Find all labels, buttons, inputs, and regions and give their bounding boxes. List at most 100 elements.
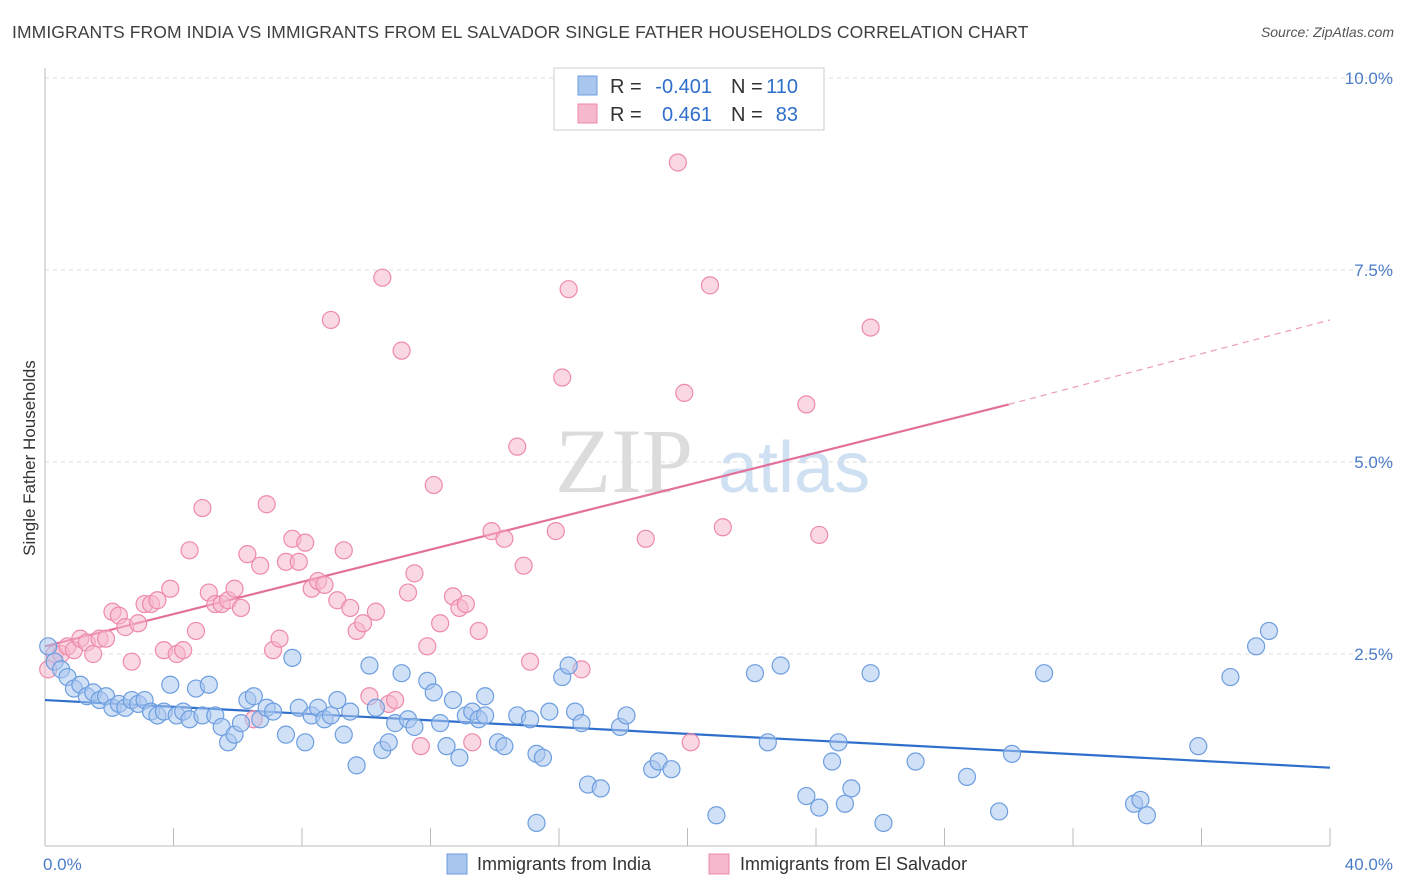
india-point-37: [283, 648, 302, 667]
india-point-67: [495, 737, 514, 756]
legend-r-label-salvador: R =: [610, 104, 642, 126]
y-axis-label: Single Father Households: [20, 360, 39, 556]
bottom-legend-swatch-india: [446, 853, 468, 875]
salvador-point-44: [321, 310, 341, 330]
salvador-point-13: [122, 652, 141, 671]
trend-line-salvador-extension: [1008, 319, 1331, 405]
india-point-0: [39, 637, 58, 656]
bottom-legend-swatch-salvador: [708, 853, 730, 875]
india-point-19: [161, 675, 180, 694]
india-point-43: [321, 706, 341, 725]
legend-r-value-india: -0.401: [655, 76, 712, 98]
salvador-point-64: [456, 594, 475, 614]
salvador-point-17: [148, 591, 167, 610]
salvador-point-34: [257, 495, 276, 514]
india-point-57: [424, 683, 443, 702]
grid-lines: [45, 77, 1395, 655]
salvador-point-33: [251, 556, 270, 575]
india-point-30: [231, 714, 251, 733]
salvador-point-21: [174, 641, 193, 660]
y-tick-label-3: 10.0%: [1345, 69, 1393, 88]
salvador-point-52: [373, 268, 392, 287]
bottom-legend-label-salvador: Immigrants from El Salvador: [740, 854, 967, 874]
salvador-point-39: [289, 552, 308, 571]
india-point-58: [431, 714, 450, 733]
salvador-point-56: [398, 583, 418, 602]
india-point-83: [662, 760, 681, 779]
india-point-94: [861, 664, 880, 683]
salvador-point-69: [508, 437, 527, 456]
salvador-point-57: [405, 564, 424, 583]
india-point-59: [437, 737, 456, 756]
india-point-69: [520, 710, 540, 729]
india-point-92: [835, 794, 855, 813]
salvador-point-82: [797, 395, 816, 414]
salvador-point-58: [411, 737, 430, 756]
india-point-72: [540, 702, 559, 721]
india-point-89: [810, 798, 829, 817]
india-point-60: [443, 690, 463, 710]
india-point-103: [1137, 806, 1156, 825]
y-tick-label-2: 7.5%: [1354, 261, 1393, 280]
salvador-point-55: [392, 341, 411, 360]
india-point-35: [263, 702, 283, 721]
india-point-46: [341, 702, 360, 721]
chart-title: IMMIGRANTS FROM INDIA VS IMMIGRANTS FROM…: [12, 22, 1029, 42]
salvador-point-83: [810, 525, 829, 545]
legend-n-value-salvador: 83: [776, 104, 798, 126]
salvador-point-40: [296, 533, 315, 552]
tick-labels: 2.5% 5.0% 7.5% 10.0% 0.0% 40.0%: [43, 69, 1393, 874]
salvador-point-30: [231, 598, 251, 618]
india-point-100: [1034, 664, 1054, 683]
india-point-65: [476, 687, 495, 706]
y-tick-label-0: 2.5%: [1354, 645, 1393, 664]
india-point-93: [842, 779, 861, 798]
india-point-107: [1259, 621, 1279, 641]
salvador-point-84: [861, 318, 880, 337]
india-point-109: [476, 706, 495, 725]
bottom-legend-label-india: Immigrants from India: [477, 854, 652, 874]
india-point-105: [1221, 667, 1240, 687]
watermark-zip: ZIP: [555, 410, 693, 512]
watermark-atlas: atlas: [718, 428, 870, 508]
correlation-legend: R = -0.401 N = 110 R = 0.461 N = 83: [553, 67, 825, 131]
salvador-point-22: [180, 541, 199, 560]
india-point-95: [874, 813, 893, 833]
legend-swatch-india: [577, 75, 598, 96]
india-point-106: [1247, 637, 1266, 656]
india-point-51: [379, 733, 398, 752]
points-india: [39, 621, 1279, 833]
salvador-point-81: [713, 518, 732, 537]
salvador-point-72: [546, 522, 565, 541]
india-point-32: [244, 687, 263, 706]
india-point-102: [1131, 790, 1150, 810]
salvador-point-24: [193, 498, 212, 518]
salvador-point-59: [418, 637, 437, 656]
series-legend: Immigrants from India Immigrants from El…: [446, 853, 967, 875]
salvador-point-65: [463, 733, 482, 752]
salvador-point-19: [161, 579, 180, 598]
legend-swatch-salvador: [577, 103, 598, 124]
india-point-53: [392, 664, 411, 683]
india-point-48: [360, 656, 379, 675]
india-point-86: [758, 733, 777, 752]
salvador-point-23: [186, 621, 206, 641]
x-tick-label-0: 0.0%: [43, 855, 82, 874]
salvador-point-54: [386, 690, 405, 710]
india-point-71: [533, 748, 553, 767]
india-point-39: [296, 733, 315, 752]
salvador-point-61: [431, 614, 450, 633]
source-credit: Source: ZipAtlas.com: [1260, 24, 1394, 40]
salvador-point-79: [681, 733, 700, 752]
salvador-point-71: [520, 652, 540, 671]
salvador-point-60: [424, 475, 443, 495]
salvador-point-68: [495, 529, 514, 548]
india-point-98: [990, 802, 1009, 821]
salvador-point-78: [675, 383, 694, 402]
india-point-47: [347, 756, 366, 775]
salvador-point-46: [334, 541, 353, 560]
india-point-36: [276, 725, 296, 744]
salvador-point-51: [366, 602, 385, 621]
salvador-point-80: [700, 276, 720, 295]
